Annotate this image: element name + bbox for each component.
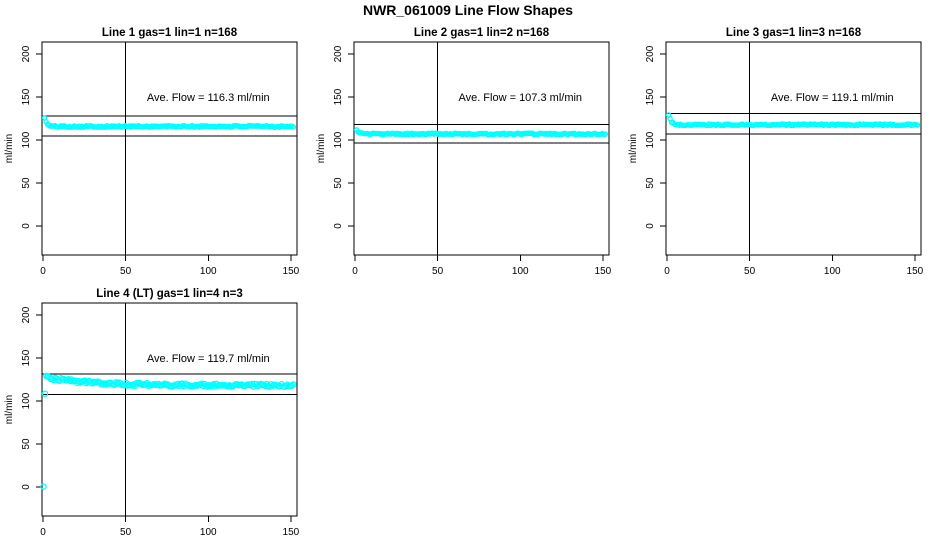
outlier-point — [41, 390, 49, 397]
y-tick-label: 200 — [645, 45, 656, 62]
y-tick-label: 100 — [21, 131, 32, 148]
panel-2: 0 50 100 150 0 50 100 150 200 ml/min Line 2 gas=1 … — [316, 27, 612, 277]
average-flow-annotation: Ave. Flow = 119.1 ml/min — [771, 92, 894, 104]
y-tick-label: 100 — [645, 131, 656, 148]
y-tick-label: 50 — [645, 177, 656, 189]
y-tick-label: 0 — [333, 223, 344, 229]
y-axis-label: ml/min — [4, 395, 15, 424]
data-point — [75, 377, 83, 385]
y-tick-label: 100 — [333, 131, 344, 148]
y-axis: 0 50 100 150 200 — [333, 45, 354, 229]
data-point — [602, 131, 609, 137]
data-points — [41, 115, 297, 131]
figure-title: NWR_061009 Line Flow Shapes — [363, 2, 573, 18]
data-point — [66, 377, 74, 385]
x-tick-label: 150 — [907, 266, 924, 277]
x-tick-label: 100 — [200, 527, 217, 538]
y-tick-label: 0 — [21, 484, 32, 490]
x-tick-label: 50 — [744, 266, 756, 277]
data-point — [288, 382, 296, 389]
y-tick-label: 150 — [21, 349, 32, 366]
y-tick-label: 50 — [21, 438, 32, 450]
data-point — [290, 381, 297, 388]
data-point — [914, 122, 921, 128]
panel-1: 0 50 100 150 0 50 100 150 200 ml/min Line 1 gas=1 … — [4, 27, 300, 277]
x-tick-label: 100 — [824, 266, 841, 277]
y-axis: 0 50 100 150 200 — [21, 306, 42, 490]
x-axis: 0 50 100 150 — [40, 516, 300, 538]
y-axis-label: ml/min — [316, 134, 327, 163]
x-tick-label: 0 — [40, 527, 46, 538]
x-tick-label: 150 — [595, 266, 612, 277]
panel-title: Line 2 gas=1 lin=2 n=168 — [414, 27, 550, 39]
data-point — [48, 375, 56, 382]
panel-3: 0 50 100 150 0 50 100 150 200 ml/min Line 3 gas=1 … — [628, 27, 924, 277]
x-tick-label: 50 — [432, 266, 444, 277]
data-points — [665, 112, 921, 129]
plot-box — [665, 41, 922, 256]
y-tick-label: 150 — [21, 88, 32, 105]
x-tick-label: 150 — [283, 527, 300, 538]
average-flow-annotation: Ave. Flow = 107.3 ml/min — [458, 92, 582, 104]
data-point — [290, 124, 297, 130]
plot-box — [353, 41, 610, 256]
x-axis: 0 50 100 150 — [664, 255, 924, 277]
y-tick-label: 200 — [333, 45, 344, 62]
y-axis: 0 50 100 150 200 — [645, 45, 666, 229]
average-flow-annotation: Ave. Flow = 119.7 ml/min — [147, 353, 270, 365]
data-point — [269, 382, 276, 390]
y-tick-label: 0 — [21, 223, 32, 229]
x-axis: 0 50 100 150 — [40, 255, 300, 277]
data-point — [267, 380, 275, 388]
panel-title: Line 4 (LT) gas=1 lin=4 n=3 — [96, 288, 242, 300]
y-tick-label: 200 — [21, 306, 32, 323]
outlier-point — [40, 483, 47, 490]
plot-box — [41, 302, 298, 517]
y-tick-label: 50 — [333, 177, 344, 189]
y-tick-label: 0 — [645, 223, 656, 229]
data-points — [40, 372, 297, 490]
y-tick-label: 50 — [21, 177, 32, 189]
y-axis-label: ml/min — [4, 134, 15, 163]
panel-title: Line 1 gas=1 lin=1 n=168 — [102, 27, 238, 39]
panel-4: 0 50 100 150 0 50 100 150 200 ml/min Line 4 (LT) g… — [4, 288, 300, 538]
x-tick-label: 100 — [200, 266, 217, 277]
data-point — [142, 381, 149, 388]
data-point — [226, 382, 233, 389]
x-tick-label: 0 — [352, 266, 358, 277]
y-axis-label: ml/min — [628, 134, 639, 163]
x-axis: 0 50 100 150 — [352, 255, 612, 277]
y-tick-label: 150 — [333, 88, 344, 105]
panel-title: Line 3 gas=1 lin=3 n=168 — [726, 27, 862, 39]
x-tick-label: 50 — [120, 527, 132, 538]
plot-box — [41, 41, 298, 256]
y-tick-label: 150 — [645, 88, 656, 105]
y-axis: 0 50 100 150 200 — [21, 45, 42, 229]
x-tick-label: 150 — [283, 266, 300, 277]
x-tick-label: 50 — [120, 266, 132, 277]
panels: 0 50 100 150 0 50 100 150 200 ml/min Line 1 gas=1 … — [4, 27, 924, 538]
y-tick-label: 200 — [21, 45, 32, 62]
y-tick-label: 100 — [21, 392, 32, 409]
average-flow-annotation: Ave. Flow = 116.3 ml/min — [147, 92, 270, 104]
x-tick-label: 0 — [40, 266, 46, 277]
data-points — [353, 127, 609, 138]
x-tick-label: 100 — [512, 266, 529, 277]
x-tick-label: 0 — [664, 266, 670, 277]
